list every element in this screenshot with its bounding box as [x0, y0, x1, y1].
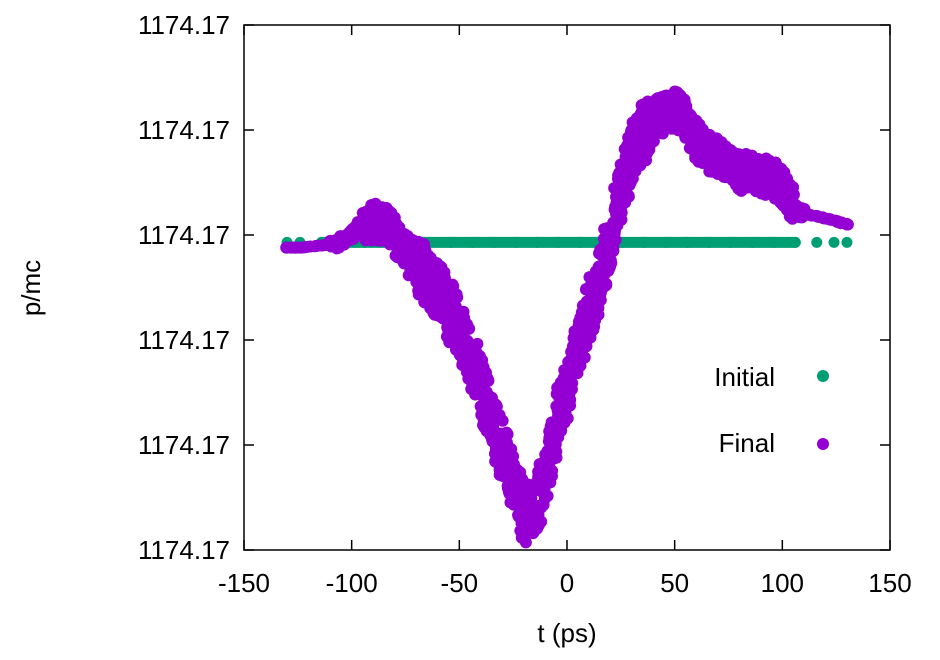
- final-point: [496, 414, 509, 427]
- initial-point: [574, 236, 586, 248]
- x-axis-title: t (ps): [537, 618, 596, 648]
- x-tick-label: 100: [761, 568, 804, 598]
- final-point: [592, 308, 605, 321]
- initial-point: [789, 236, 801, 248]
- final-point: [546, 464, 559, 477]
- final-point: [840, 218, 853, 231]
- initial-point: [488, 236, 500, 248]
- final-point: [293, 241, 306, 254]
- initial-point: [703, 236, 715, 248]
- initial-point: [841, 236, 853, 248]
- final-point: [600, 279, 613, 292]
- initial-point: [768, 236, 780, 248]
- legend-label-initial: Initial: [714, 362, 775, 392]
- final-point: [519, 536, 532, 549]
- ticks-layer: -150 -100 -50 0 50 100 150 1174.17 1174.17 1174.1…: [138, 10, 912, 598]
- final-point: [605, 257, 618, 270]
- y-tick-label: 1174.17: [138, 10, 230, 40]
- final-point: [315, 239, 328, 252]
- initial-point: [828, 236, 840, 248]
- x-tick-label: 50: [660, 568, 689, 598]
- y-tick-label: 1174.17: [138, 220, 230, 250]
- initial-point: [811, 236, 823, 248]
- final-point: [463, 322, 476, 335]
- y-tick-label: 1174.17: [138, 430, 230, 460]
- initial-point: [746, 236, 758, 248]
- y-tick-label: 1174.17: [138, 115, 230, 145]
- final-point: [535, 515, 548, 528]
- initial-point: [509, 236, 521, 248]
- final-point: [622, 190, 635, 203]
- legend: Initial Final: [714, 362, 829, 458]
- final-point: [448, 292, 461, 305]
- initial-point: [660, 236, 672, 248]
- initial-point: [639, 236, 651, 248]
- legend-label-final: Final: [719, 428, 775, 458]
- initial-point: [466, 236, 478, 248]
- x-tick-label: 0: [560, 568, 574, 598]
- final-point: [565, 383, 578, 396]
- y-tick-label: 1174.17: [138, 325, 230, 355]
- final-point: [482, 374, 495, 387]
- initial-point: [531, 236, 543, 248]
- initial-point: [682, 236, 694, 248]
- initial-point: [445, 236, 457, 248]
- y-axis-title: p/mc: [16, 260, 46, 316]
- final-point: [564, 393, 577, 406]
- final-point: [501, 428, 514, 441]
- x-tick-label: -100: [326, 568, 378, 598]
- final-point: [281, 241, 294, 254]
- x-tick-label: -50: [441, 568, 479, 598]
- final-point: [541, 490, 554, 503]
- final-point: [630, 161, 643, 174]
- final-point: [823, 213, 836, 226]
- legend-marker-initial: [817, 370, 829, 382]
- initial-point: [552, 236, 564, 248]
- series-layer: [280, 85, 854, 549]
- final-point: [680, 100, 693, 113]
- x-tick-label: 150: [868, 568, 911, 598]
- final-point: [787, 188, 800, 201]
- final-point: [810, 210, 823, 223]
- x-tick-label: -150: [218, 568, 270, 598]
- final-point: [626, 170, 639, 183]
- legend-marker-final: [817, 438, 829, 450]
- final-point: [607, 245, 620, 258]
- initial-point: [725, 236, 737, 248]
- final-point: [640, 154, 653, 167]
- y-tick-label: 1174.17: [138, 535, 230, 565]
